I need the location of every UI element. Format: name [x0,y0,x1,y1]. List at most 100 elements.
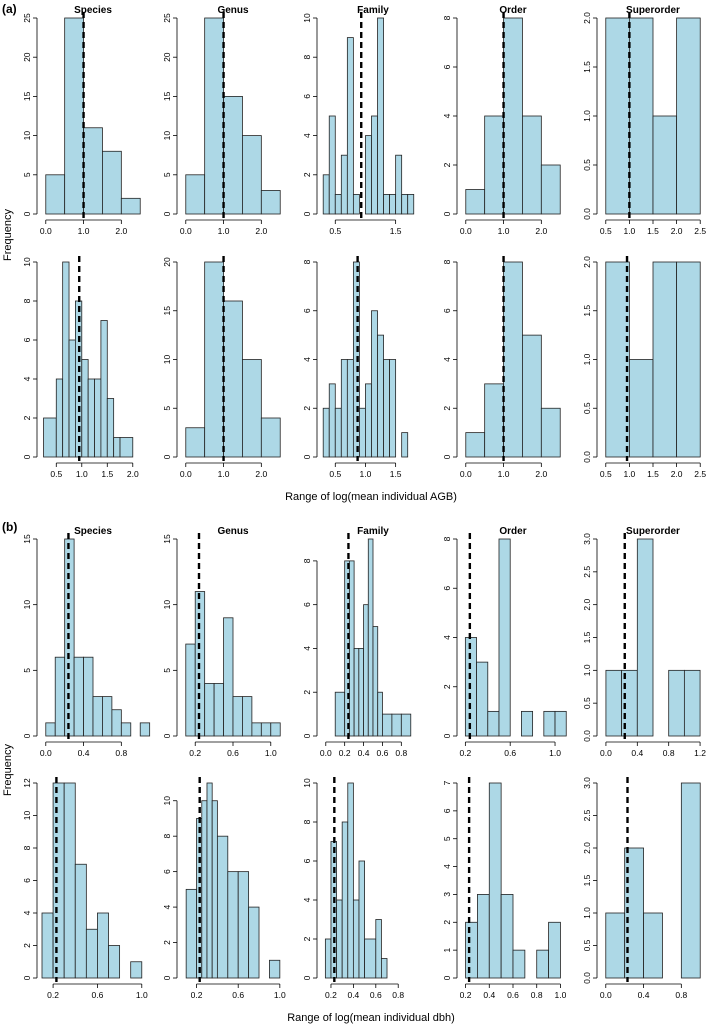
histogram-bar [334,691,346,737]
histogram-b-family-top: Family 0 2 4 6 8 0.0 0.2 0.4 0.6 0.8 [302,526,412,758]
histogram-bar [683,669,701,737]
y-tick-label: 3.0 [582,533,592,545]
histogram-bar [346,37,354,215]
y-tick-label: 2 [302,690,312,695]
x-tick-label: 1.0 [274,990,286,1000]
y-tick-label: 6 [302,94,312,99]
y-tick-label: 10 [22,811,32,821]
histogram-bar [211,800,218,979]
y-tick-label: 8 [302,55,312,60]
x-tick-label: 0.6 [232,990,244,1000]
histogram-bar [185,174,206,215]
y-tick-label: 0 [302,454,312,459]
y-tick-label: 15 [22,91,32,101]
x-tick-label: 0.6 [377,748,389,758]
y-tick-label: 2 [442,162,452,167]
x-tick-label: 0.6 [370,990,382,1000]
histogram-bar [111,709,122,737]
histogram-bar [336,899,343,979]
histogram-bar [543,710,556,737]
y-tick-label: 4 [22,376,32,381]
histogram-bar [540,407,561,458]
y-tick-label: 6 [22,878,32,883]
y-tick-label: 0 [22,454,32,459]
histogram-a-superorder-bottom: 0.0 0.5 1.0 1.5 2.0 0.5 1.0 1.5 2.0 2.5 [582,256,706,479]
histogram-bar [328,115,336,215]
y-tick-label: 0 [162,211,172,216]
histogram-bar [54,656,66,737]
histogram-bar [636,538,654,737]
histogram-title: Order [499,526,526,537]
x-tick-label: 0.2 [459,748,471,758]
histogram-bar [87,378,95,458]
histogram-bar [92,696,103,737]
histogram-title: Superorder [626,526,680,537]
histogram-bar [628,359,654,458]
x-tick-label: 1.0 [218,469,230,479]
y-tick-label: 5 [22,172,32,177]
histogram-b-genus-top: Genus 0 5 10 15 0.2 0.6 1.0 [162,526,281,758]
histogram-bar [237,871,250,979]
histogram-bar [371,310,378,458]
histogram-bar [85,928,98,979]
x-tick-label: 2.0 [535,469,547,479]
x-tick-label: 1.2 [694,748,706,758]
x-tick-label: 1.0 [265,748,277,758]
histogram-bar [521,710,534,737]
histogram-bar [106,398,115,458]
histogram-bar [498,538,511,737]
y-tick-label: 6 [442,308,452,313]
y-tick-label: 5 [162,668,172,673]
histogram-bar [668,669,685,737]
histogram-bar [120,197,141,215]
histogram-bar [391,713,402,737]
y-tick-label: 2.5 [582,809,592,821]
histogram-a-species-top: Species 0 5 10 15 20 25 0.0 1.0 2.0 [22,5,141,236]
x-tick-label: 2.5 [694,469,706,479]
histogram-bar [488,782,502,979]
y-tick-label: 4 [442,113,452,118]
histogram-bar [372,626,379,737]
x-tick-label: 2.0 [255,226,267,236]
histogram-bar [83,656,94,737]
x-tick-label: 1.5 [390,469,402,479]
y-tick-label: 2.0 [582,598,592,610]
x-tick-label: 0.2 [191,990,203,1000]
histogram-bar [465,432,486,458]
y-tick-label: 1 [442,948,452,953]
x-tick-label: 0.8 [675,990,687,1000]
histogram-bar [206,782,213,979]
y-tick-label: 7 [442,780,452,785]
histogram-bar [401,432,409,458]
x-tick-label: 0.8 [663,748,675,758]
histogram-bar [340,359,348,458]
histogram-bar [43,417,57,458]
x-tick-label: 1.5 [101,469,113,479]
y-tick-label: 8 [302,259,312,264]
y-tick-label: 2 [302,406,312,411]
histogram-bar [41,912,54,979]
x-tick-label: 0.8 [531,990,543,1000]
y-tick-label: 8 [442,259,452,264]
y-tick-label: 2.0 [582,12,592,24]
histogram-bar [185,888,197,979]
histogram-bar [201,800,208,979]
histogram-bar [536,949,549,979]
x-tick-label: 2.0 [671,469,683,479]
histogram-bar [367,538,374,737]
histogram-bar [100,320,108,458]
histogram-bar [73,656,84,737]
y-tick-label: 4 [162,904,172,909]
y-tick-label: 10 [162,796,172,806]
histogram-b-family-bottom: 0 2 4 6 8 10 0.2 0.4 0.6 0.8 [302,777,404,1000]
x-tick-label: 2.0 [535,226,547,236]
y-tick-label: 6 [442,586,452,591]
histogram-bar [102,696,113,737]
y-tick-label: 20 [22,52,32,62]
histogram-bar [346,359,354,458]
histogram-bar [139,722,151,737]
histogram-bar [334,407,342,458]
x-tick-label: 1.5 [390,226,402,236]
x-tick-label: 0.5 [50,469,62,479]
y-tick-label: 0 [22,975,32,980]
